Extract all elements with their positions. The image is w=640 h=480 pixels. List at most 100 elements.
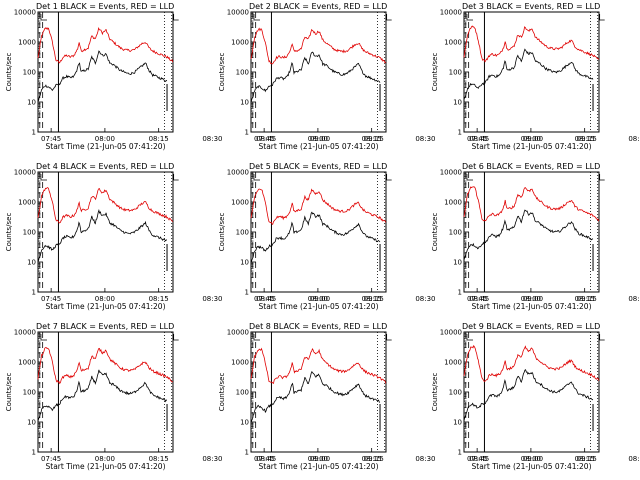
y-tick-label: 100: [449, 229, 462, 237]
x-tick-label: 08:00: [521, 135, 541, 143]
x-tick-label: 07:45: [254, 135, 274, 143]
x-tick-label: 08:15: [149, 455, 169, 463]
y-tick-label: 1: [245, 129, 249, 137]
y-tick-label: 1000: [231, 39, 249, 47]
y-tick-label: 1000: [444, 199, 462, 207]
x-axis-label: Start Time (21-Jun-05 07:41:20): [472, 462, 592, 471]
corner-mark: [466, 14, 473, 21]
y-tick-label: 10: [27, 259, 36, 267]
y-axis-label: Counts/sec: [218, 373, 226, 412]
y-tick-label: 10: [453, 99, 462, 107]
events-series: [37, 209, 168, 263]
x-tick-label: 08:30: [415, 295, 435, 303]
x-tick-label: 08:30: [628, 455, 640, 463]
x-tick-label: 08:45: [256, 295, 276, 303]
y-tick-label: 10: [27, 99, 36, 107]
x-tick-label: 08:00: [95, 295, 115, 303]
x-tick-label: 08:30: [628, 135, 640, 143]
x-tick-label: 08:15: [575, 455, 595, 463]
y-tick-label: 1000: [18, 199, 36, 207]
x-tick-label: 09:15: [577, 295, 597, 303]
y-tick-label: 10: [453, 419, 462, 427]
y-tick-label: 10000: [14, 169, 36, 177]
x-tick-label: 08:15: [362, 455, 382, 463]
panel-det-6: Det 6 BLACK = Events, RED = LLD 1 10 100 100…: [431, 162, 640, 311]
x-tick-label: 09:00: [523, 455, 543, 463]
x-tick-label: 09:15: [577, 135, 597, 143]
y-tick-label: 1: [32, 129, 36, 137]
y-tick-label: 100: [449, 69, 462, 77]
lld-series: [250, 27, 387, 65]
y-axis-label: Counts/sec: [5, 213, 13, 252]
panel-title: Det 7 BLACK = Events, RED = LLD: [36, 322, 174, 331]
x-tick-label: 09:00: [523, 135, 543, 143]
y-axis-label: Counts/sec: [5, 373, 13, 412]
x-tick-label: 08:45: [256, 135, 276, 143]
events-series: [250, 211, 381, 264]
x-tick-label: 08:45: [256, 455, 276, 463]
corner-mark: [253, 334, 260, 341]
x-tick-label: 08:30: [415, 135, 435, 143]
y-axis-label: Counts/sec: [218, 53, 226, 92]
y-tick-label: 10000: [440, 9, 462, 17]
panel-det-9: Det 9 BLACK = Events, RED = LLD 1 10 100 100…: [431, 322, 640, 471]
y-axis-label: Counts/sec: [431, 53, 439, 92]
x-axis-label: Start Time (21-Jun-05 07:41:20): [46, 302, 166, 311]
x-tick-label: 08:00: [521, 455, 541, 463]
panel-det-5: Det 5 BLACK = Events, RED = LLD110100100…: [218, 162, 597, 311]
y-tick-label: 10: [453, 259, 462, 267]
corner-mark: [386, 334, 392, 341]
corner-mark: [599, 14, 605, 21]
x-tick-label: 07:45: [41, 135, 61, 143]
lld-series: [463, 186, 600, 222]
corner-mark: [40, 334, 47, 341]
x-tick-label: 09:15: [364, 295, 384, 303]
x-tick-label: 07:45: [41, 455, 61, 463]
x-axis-label: Start Time (21-Jun-05 07:41:20): [259, 462, 379, 471]
x-axis-label: Start Time (21-Jun-05 07:41:20): [46, 142, 166, 151]
y-tick-label: 100: [449, 389, 462, 397]
x-tick-label: 08:00: [95, 135, 115, 143]
y-tick-label: 10: [240, 419, 249, 427]
x-tick-label: 08:15: [575, 135, 595, 143]
x-tick-label: 07:45: [467, 295, 487, 303]
corner-mark: [253, 14, 260, 21]
y-axis-label: Counts/sec: [5, 53, 13, 92]
lld-series: [37, 187, 174, 224]
x-tick-label: 09:00: [310, 295, 330, 303]
x-tick-label: 08:30: [628, 295, 640, 303]
x-tick-label: 08:15: [362, 295, 382, 303]
corner-mark: [466, 334, 473, 341]
x-tick-label: 08:00: [521, 295, 541, 303]
panel-title: Det 3 BLACK = Events, RED = LLD: [462, 2, 600, 11]
panel-title: Det 1 BLACK = Events, RED = LLD: [36, 2, 174, 11]
y-tick-label: 1000: [18, 39, 36, 47]
x-axis-label: Start Time (21-Jun-05 07:41:20): [472, 302, 592, 311]
lld-series: [463, 344, 600, 382]
corner-mark: [386, 14, 392, 21]
y-tick-label: 100: [23, 229, 36, 237]
y-tick-label: 10000: [440, 329, 462, 337]
y-tick-label: 10000: [227, 9, 249, 17]
y-tick-label: 100: [236, 389, 249, 397]
x-axis-label: Start Time (21-Jun-05 07:41:20): [46, 462, 166, 471]
corner-mark: [40, 14, 47, 21]
y-tick-label: 100: [236, 69, 249, 77]
y-tick-label: 10: [27, 419, 36, 427]
events-series: [250, 370, 381, 424]
corner-mark: [386, 174, 392, 181]
panel-title: Det 9 BLACK = Events, RED = LLD: [462, 322, 600, 331]
corner-mark: [466, 174, 473, 181]
y-tick-label: 1000: [444, 39, 462, 47]
panel-title: Det 2 BLACK = Events, RED = LLD: [249, 2, 387, 11]
panel-title: Det 4 BLACK = Events, RED = LLD: [36, 162, 174, 171]
x-tick-label: 08:15: [362, 135, 382, 143]
y-axis-label: Counts/sec: [218, 213, 226, 252]
x-tick-label: 07:45: [467, 455, 487, 463]
corner-mark: [40, 174, 47, 181]
y-tick-label: 1000: [18, 359, 36, 367]
panel-det-4: Det 4 BLACK = Events, RED = LLD110100100…: [5, 162, 384, 311]
corner-mark: [253, 174, 260, 181]
y-tick-label: 10: [240, 259, 249, 267]
